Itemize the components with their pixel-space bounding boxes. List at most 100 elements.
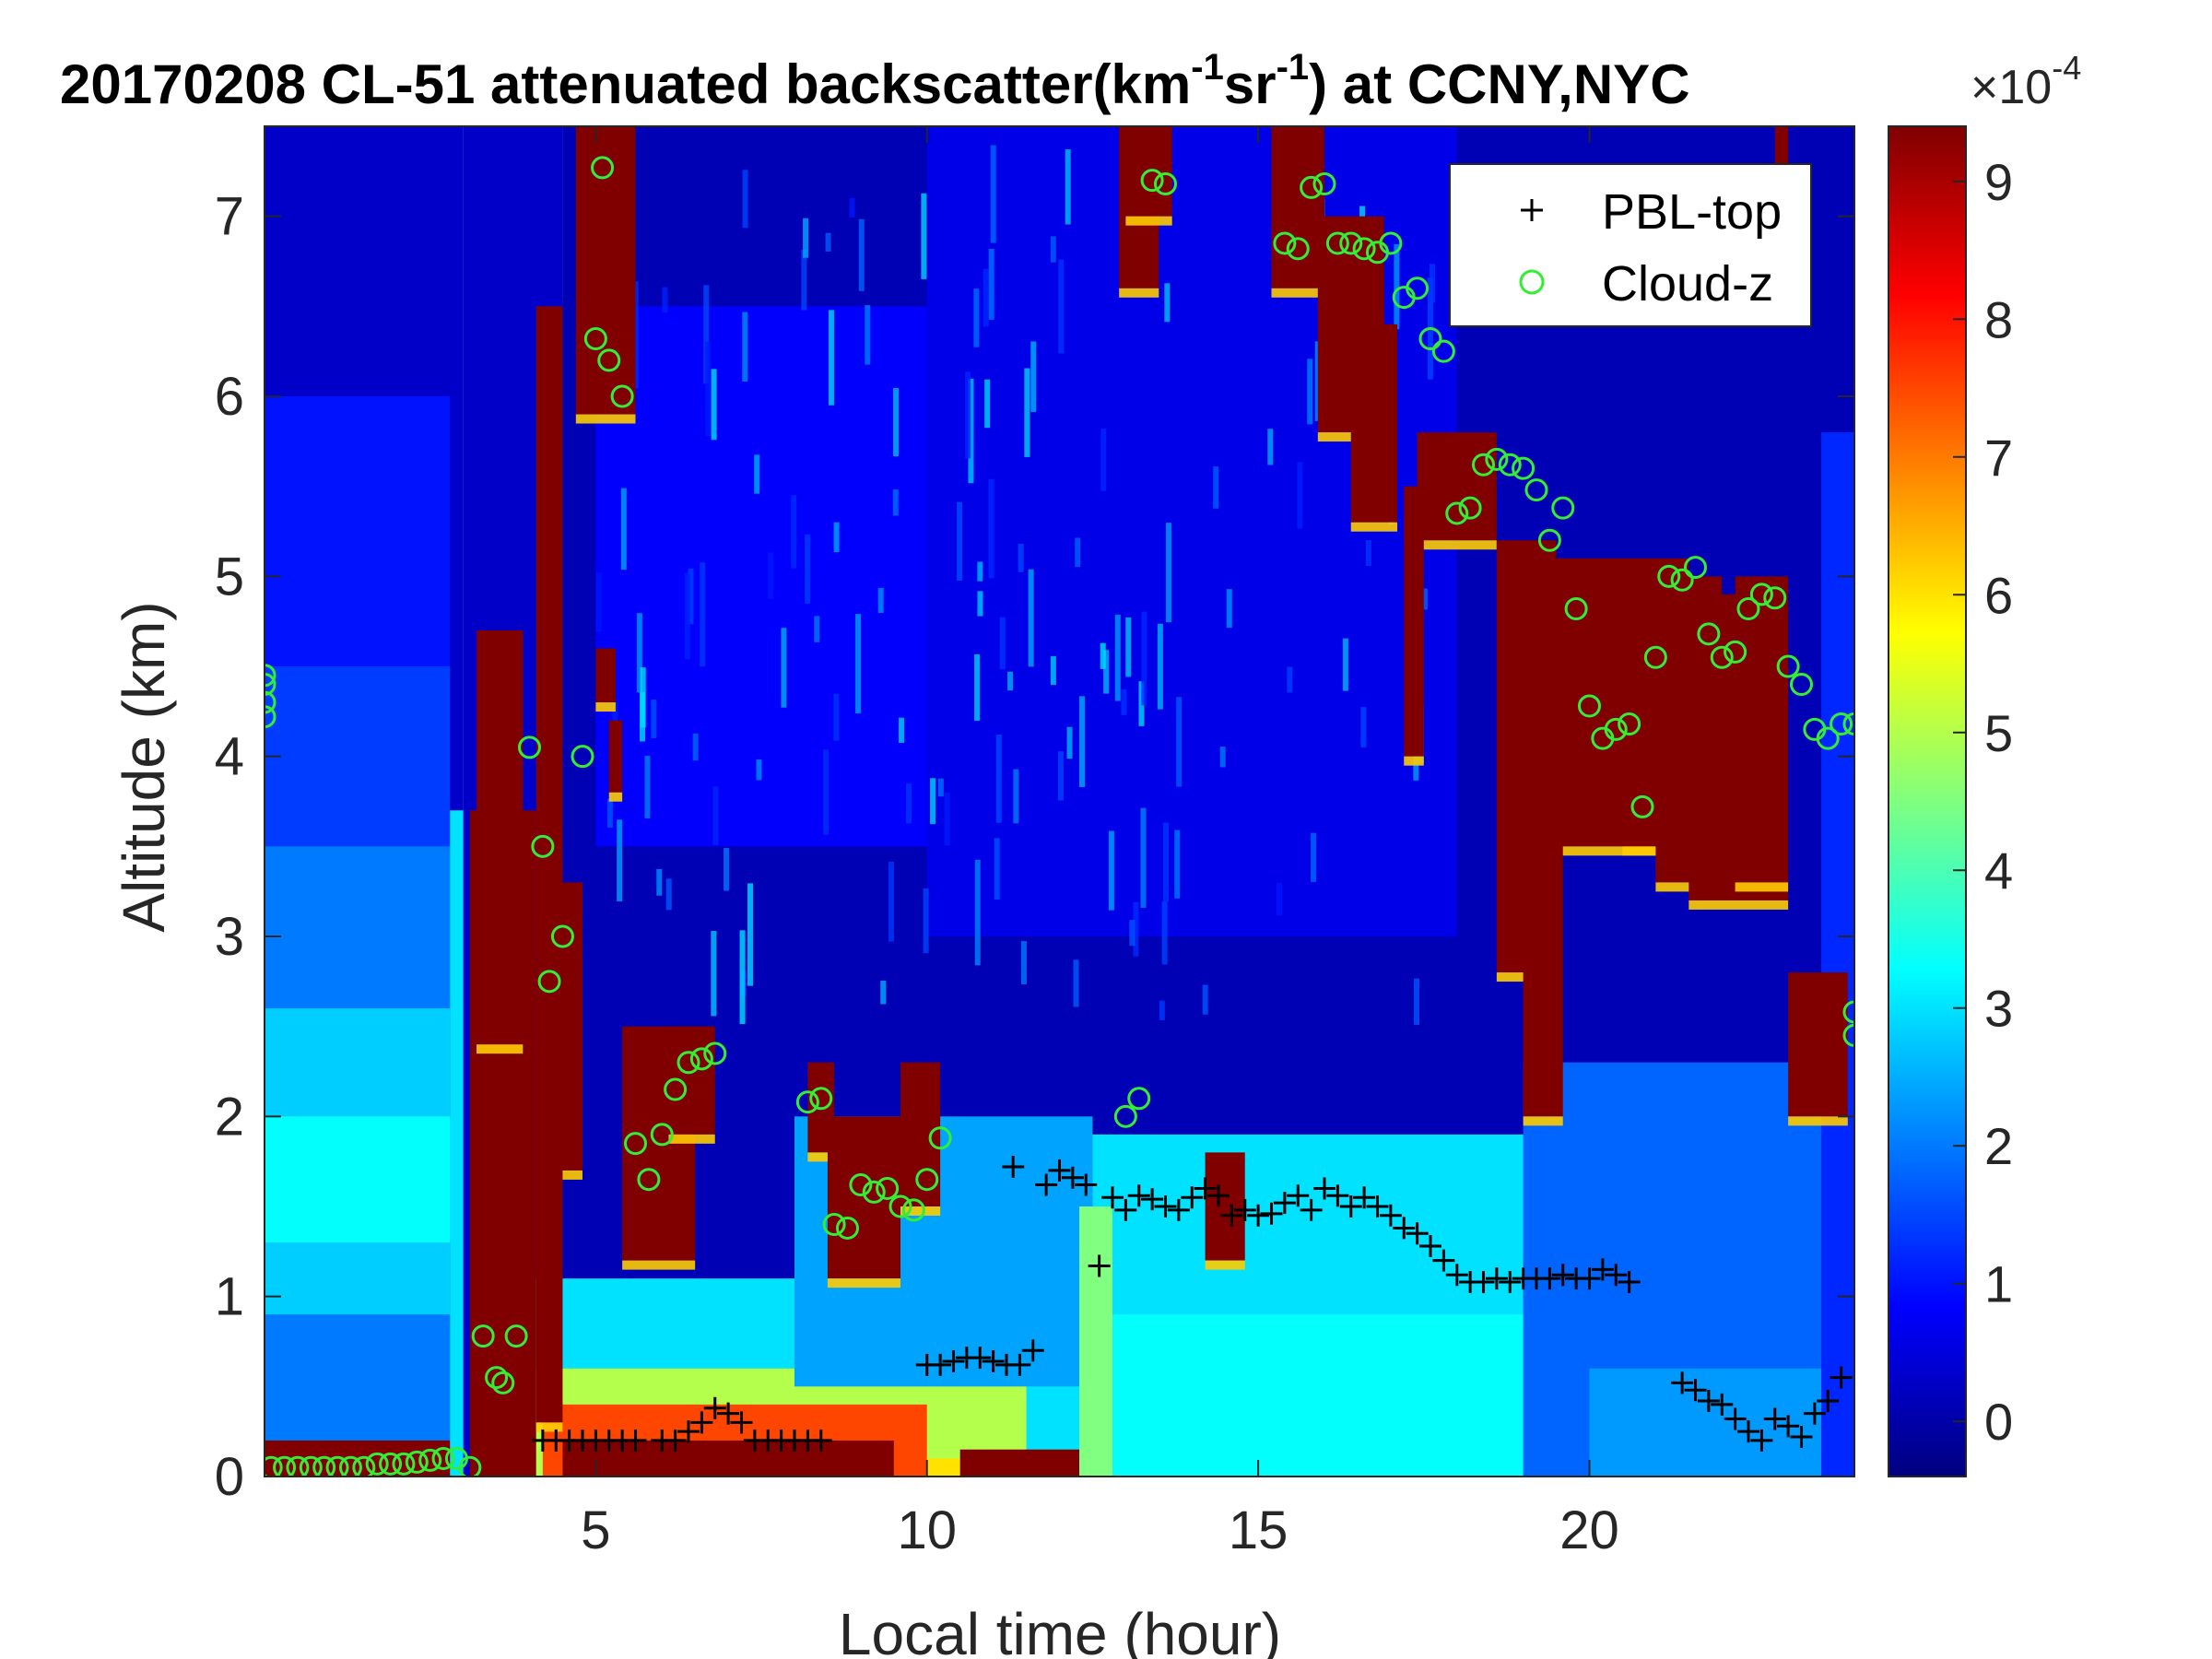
cloud-z-point [1578,694,1601,718]
aerosol-streak [1297,462,1303,529]
cloud-edge [622,1260,696,1270]
cloud-edge [477,1044,524,1054]
pbl-top-point [1339,1195,1362,1218]
cloud-edge [1125,216,1172,226]
cloud-z-point [286,1455,310,1477]
pbl-top-point [969,1347,992,1370]
cloud-z-point [1736,596,1760,620]
cloud-z-point [849,1173,873,1197]
pbl-top-point [624,1429,647,1452]
x-axis-label: Local time (hour) [839,1601,1281,1659]
cloud-z-point [273,1455,297,1477]
aerosol-streak [977,561,983,582]
pbl-top-point [809,1429,832,1452]
pbl-top-point [1406,1222,1429,1245]
pbl-top-point [1326,1184,1349,1207]
aerosol-streak [711,931,717,1017]
cloud-z-point [610,384,634,408]
pbl-top-point [1803,1402,1826,1425]
cloud-z-point [1458,496,1482,520]
aerosol-streak [636,613,642,693]
aerosol-streak [1030,341,1037,412]
x-tick-label: 5 [581,1500,610,1560]
y-tick-label: 3 [215,907,244,967]
pbl-top-point [1101,1186,1124,1209]
cloud-z-point [1842,712,1854,736]
cloud-z-point [915,1168,939,1192]
pbl-top-point [1233,1198,1256,1221]
aerosol-streak [1202,984,1208,1015]
aerosol-streak [595,572,602,632]
aerosol-streak [892,489,899,516]
aerosol-streak [865,305,871,365]
cloud-edge [900,1206,941,1216]
pbl-top-point [942,1349,965,1372]
y-tick-label: 1 [215,1267,244,1327]
cloud-z-point [1618,712,1641,736]
cloud-z-point [1352,237,1376,261]
aerosol-streak [858,218,865,291]
aerosol-streak [1013,769,1019,824]
pbl-top-point [677,1420,700,1443]
title-part-2: sr [1224,53,1277,115]
aerosol-streak [1219,747,1226,768]
aerosol-streak [688,568,694,625]
aerosol-streak [801,250,807,311]
colorbar-tick-label: 3 [1984,980,2013,1038]
pbl-top-point [1260,1202,1283,1225]
cloud-z-point [1379,231,1403,255]
cloud-z-point [1842,1023,1854,1047]
legend: PBL-top Cloud-z [1449,163,1812,327]
aerosol-streak [742,312,748,382]
cloud-z-point [1127,1087,1151,1111]
field-region [265,1116,451,1243]
cloud-z-point [1763,586,1787,610]
cloud-z-point [1830,712,1853,736]
aerosol-streak [640,692,646,742]
colorbar-multiplier-exp: -4 [2052,49,2081,87]
aerosol-streak [1174,830,1181,899]
aerosol-streak [768,552,774,599]
cloud-z-point [1564,596,1588,620]
plot-area [265,126,1854,1477]
aerosol-streak [791,495,797,569]
y-tick-label: 5 [215,547,244,606]
cloud-z-point [795,1090,819,1114]
cloud-region [1523,720,1563,1117]
aerosol-streak [632,281,639,389]
legend-label-pbl-top: PBL-top [1602,184,1782,240]
x-axis-ticks: 5 10 15 20 [581,126,1619,1560]
cloud-z-point [571,745,594,769]
aerosol-streak [692,733,699,761]
aerosol-streak [703,285,710,384]
colorbar-tick-label: 0 [1984,1393,2013,1451]
pbl-top-markers [531,1156,1853,1452]
cloud-z-point [379,1452,403,1476]
pbl-top-point [1021,1339,1044,1362]
pbl-top-point [1088,1254,1111,1277]
cloud-z-point [1273,231,1297,255]
aerosol-streak [1103,650,1110,694]
cloud-z-point [1431,339,1455,363]
cloud-z-point [537,970,561,994]
aerosol-streak [1058,259,1065,354]
cloud-z-point [392,1452,416,1476]
legend-label-cloud-z: Cloud-z [1602,256,1773,312]
aerosol-streak [923,888,929,954]
pbl-top-point [1538,1267,1561,1290]
cloud-region [1271,126,1324,288]
aerosol-streak [742,170,748,229]
cloud-z-point [265,690,276,714]
cloud-z-point [312,1455,336,1477]
aerosol-streak [833,693,840,741]
field-region [562,1440,894,1477]
cloud-z-point [1325,231,1349,255]
cloud-z-point [689,1047,713,1071]
cloud-z-point [1445,501,1469,525]
aerosol-streak [665,878,672,911]
cloud-z-point [1113,1104,1137,1128]
pbl-top-point [1114,1198,1137,1221]
x-tick-label: 20 [1559,1500,1619,1560]
aerosol-streak [1125,617,1132,677]
aerosol-streak [1024,368,1030,457]
